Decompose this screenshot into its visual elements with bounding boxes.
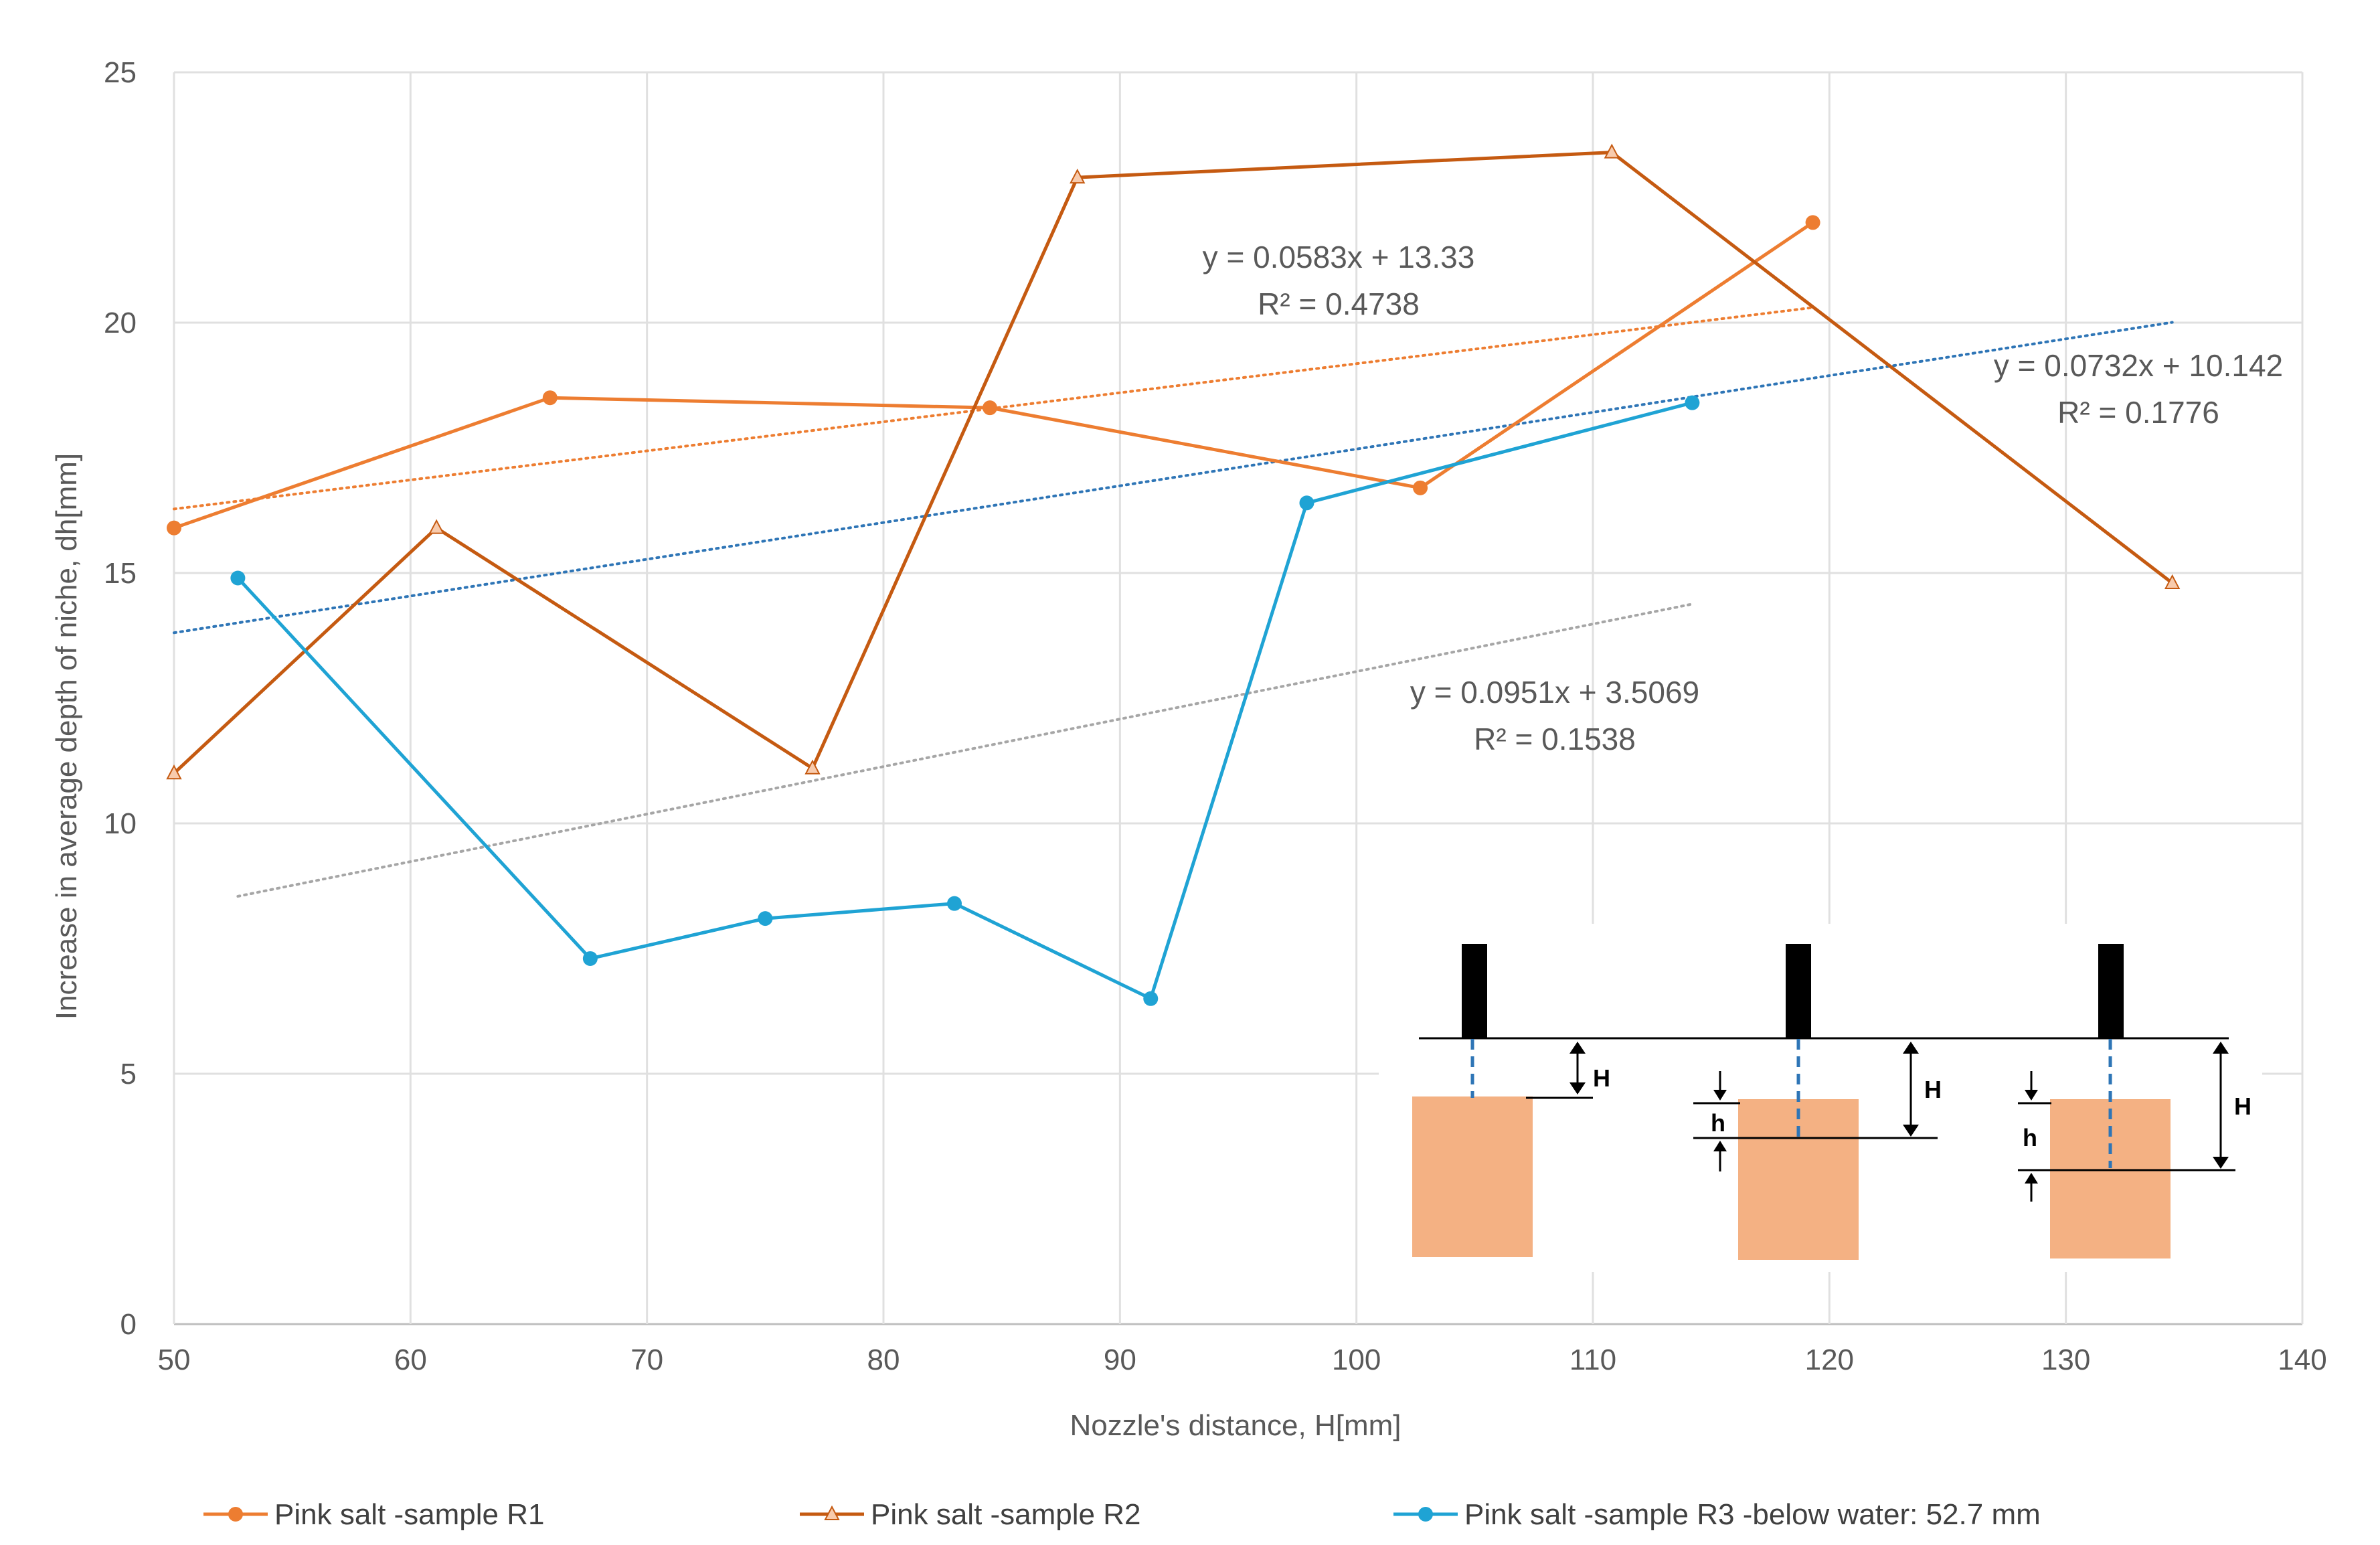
inset-label-H1: H — [1593, 1064, 1610, 1092]
legend-label-series-1: Pink salt -sample R1 — [274, 1498, 544, 1531]
y-axis-title: Increase in average depth of niche, dh[m… — [50, 453, 83, 1020]
inset-label-h2: h — [1711, 1109, 1725, 1137]
x-tick-label: 130 — [2041, 1344, 2090, 1376]
x-axis-ticks: 50 60 70 80 90 100 110 120 130 140 — [158, 1344, 2327, 1376]
trendline-series-2 — [173, 321, 2174, 635]
data-point-series-3 — [582, 951, 598, 966]
x-tick-label: 60 — [394, 1344, 427, 1376]
data-point-series-1 — [983, 400, 997, 416]
legend-label-series-2: Pink salt -sample R2 — [871, 1498, 1140, 1531]
x-tick-label: 70 — [630, 1344, 663, 1376]
trendline-r2-2: R² = 0.1776 — [2057, 395, 2219, 430]
x-tick-label: 140 — [2278, 1344, 2326, 1376]
data-point-series-3 — [758, 911, 773, 926]
data-point-series-3 — [230, 570, 246, 586]
legend-label-series-3: Pink salt -sample R3 -below water: 52.7 … — [1464, 1498, 2041, 1531]
data-point-series-1 — [167, 520, 181, 536]
data-point-series-1 — [1413, 480, 1428, 495]
data-point-series-3 — [947, 896, 962, 911]
inset-label-h3: h — [2023, 1124, 2037, 1151]
nozzle-3 — [2098, 944, 2124, 1038]
y-tick-label: 0 — [120, 1308, 137, 1341]
inset-label-H3: H — [2234, 1092, 2251, 1120]
salt-block-1 — [1412, 1096, 1533, 1257]
data-point-series-3 — [1143, 991, 1159, 1006]
x-tick-label: 120 — [1805, 1344, 1854, 1376]
trendline-equations: y = 0.0583x + 13.33 R² = 0.4738 y = 0.0732… — [1203, 240, 2283, 756]
y-tick-label: 20 — [104, 307, 137, 339]
data-point-series-2 — [1070, 168, 1086, 184]
series-lines — [166, 143, 2181, 1006]
x-tick-label: 80 — [867, 1344, 900, 1376]
inset-h-arrowhead-3b — [2025, 1173, 2038, 1184]
trendline-equation-2: y = 0.0732x + 10.142 — [1994, 348, 2283, 383]
x-tick-label: 110 — [1569, 1344, 1616, 1376]
data-point-series-2 — [166, 764, 182, 780]
legend-marker-series-3 — [1418, 1507, 1433, 1522]
data-point-series-2 — [1604, 143, 1620, 159]
x-axis-title: Nozzle's distance, H[mm] — [1070, 1409, 1401, 1442]
data-point-series-1 — [1805, 215, 1820, 230]
inset-h-arrowhead-2b — [1713, 1141, 1727, 1151]
trendline-series-3 — [236, 602, 1694, 898]
y-tick-label: 10 — [104, 807, 137, 840]
x-tick-label: 50 — [158, 1344, 191, 1376]
legend: Pink salt -sample R1 Pink salt -sample R2… — [203, 1498, 2041, 1531]
series-line-2 — [173, 151, 2174, 775]
inset-h-arrowhead-3a — [2025, 1090, 2038, 1101]
inset-h-arrowhead-2a — [1713, 1090, 1727, 1101]
trendline-equation-3: y = 0.0951x + 3.5069 — [1410, 675, 1699, 710]
trendline-r2-1: R² = 0.4738 — [1258, 287, 1420, 321]
y-axis-ticks: 0 5 10 15 20 25 — [104, 56, 137, 1341]
salt-block-3 — [2050, 1099, 2171, 1258]
data-point-series-1 — [542, 390, 558, 406]
y-tick-label: 15 — [104, 557, 137, 590]
inset-label-H2: H — [1924, 1076, 1942, 1103]
legend-marker-series-1 — [228, 1507, 243, 1522]
data-point-series-2 — [2164, 574, 2181, 589]
data-point-series-2 — [428, 519, 444, 534]
x-tick-label: 100 — [1332, 1344, 1381, 1376]
data-point-series-3 — [1299, 495, 1314, 511]
data-point-series-3 — [1685, 395, 1700, 410]
nozzle-diagram-inset: H H h H h — [1379, 924, 2262, 1272]
nozzle-1 — [1462, 944, 1487, 1038]
nozzle-2 — [1786, 944, 1811, 1038]
trendline-equation-1: y = 0.0583x + 13.33 — [1203, 240, 1475, 274]
legend-marker-series-2 — [824, 1505, 840, 1520]
inset-arrowheads-1 — [1569, 1042, 1586, 1094]
salt-block-2 — [1738, 1099, 1859, 1260]
data-point-series-2 — [804, 759, 821, 775]
y-tick-label: 5 — [120, 1058, 137, 1090]
x-tick-label: 90 — [1104, 1344, 1136, 1376]
y-tick-label: 25 — [104, 56, 137, 89]
trendline-r2-3: R² = 0.1538 — [1474, 722, 1636, 756]
